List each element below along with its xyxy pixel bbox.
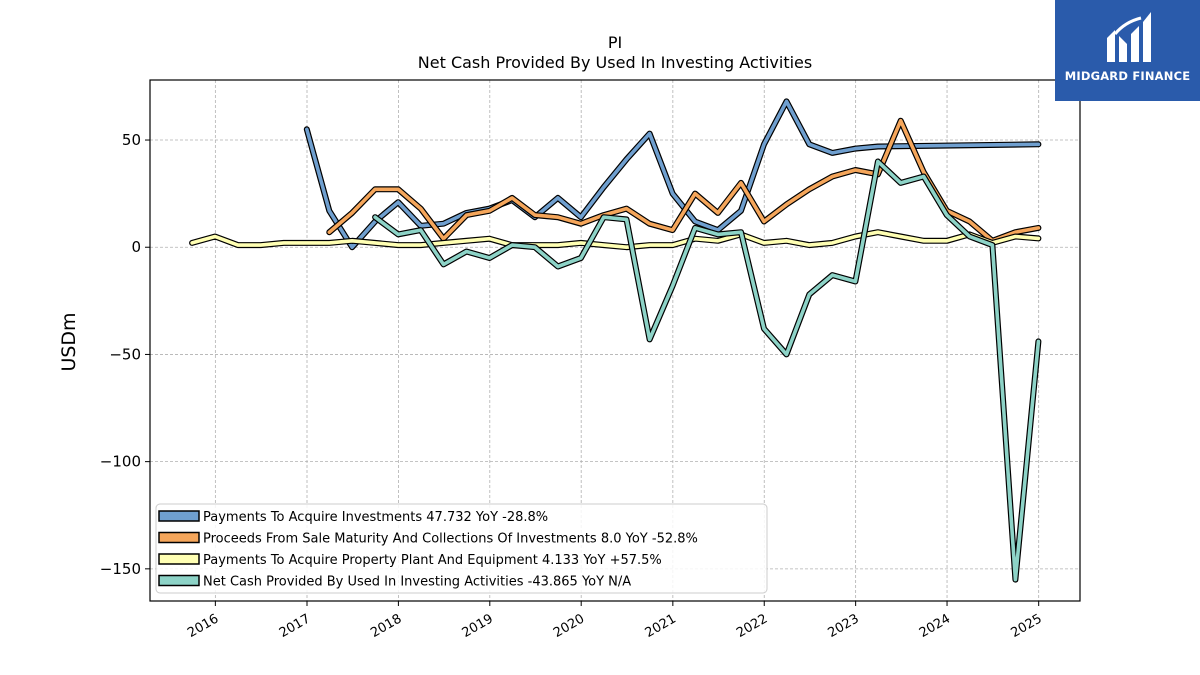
legend: Payments To Acquire Investments 47.732 Y…	[155, 503, 768, 594]
series-4	[372, 158, 1042, 583]
series-2	[326, 117, 1042, 244]
midgard-logo-icon	[1107, 12, 1151, 62]
y-axis-label: USDm	[58, 312, 80, 371]
y-tick-label: −100	[100, 453, 141, 471]
legend-box	[155, 503, 768, 594]
series-line	[327, 118, 1041, 243]
chart-subtitle: Net Cash Provided By Used In Investing A…	[418, 53, 812, 72]
y-tick-label: 0	[131, 238, 141, 256]
legend-label: Payments To Acquire Investments 47.732 Y…	[203, 510, 548, 525]
chart-title: PI	[608, 33, 622, 52]
x-tick-label: 2021	[643, 611, 679, 641]
brand-name: MIDGARD FINANCE	[1064, 69, 1191, 83]
x-tick-label: 2024	[917, 611, 953, 641]
x-tick-label: 2022	[734, 611, 770, 641]
x-tick-label: 2019	[460, 611, 496, 641]
series-3	[189, 229, 1042, 251]
x-tick-label: 2020	[551, 611, 587, 641]
legend-swatch	[158, 574, 200, 587]
x-axis: 2016 2017 2018 2019 2020 2021 2022 2023 2024 2025	[185, 601, 1045, 641]
series-line	[373, 159, 1041, 582]
series-layer	[189, 98, 1042, 583]
legend-swatch	[158, 553, 200, 565]
brand-logo: MIDGARD FINANCE	[1055, 0, 1200, 101]
series-line	[304, 99, 1041, 249]
legend-swatch	[158, 510, 200, 522]
y-tick-label: 50	[122, 131, 141, 149]
legend-label: Payments To Acquire Property Plant And E…	[203, 553, 662, 568]
series-line	[190, 230, 1041, 249]
legend-swatch	[158, 531, 200, 544]
legend-label: Proceeds From Sale Maturity And Collecti…	[203, 532, 698, 547]
x-tick-label: 2025	[1009, 611, 1045, 641]
y-tick-label: −50	[109, 345, 141, 363]
x-tick-label: 2023	[825, 611, 861, 641]
legend-label: Net Cash Provided By Used In Investing A…	[203, 575, 631, 590]
plot-frame	[149, 79, 1081, 602]
x-tick-label: 2018	[368, 611, 404, 641]
y-axis: 50 0 −50 −100 −150	[100, 131, 150, 578]
x-tick-label: 2016	[185, 611, 221, 641]
x-tick-label: 2017	[277, 611, 313, 641]
series-1	[303, 98, 1042, 251]
y-tick-label: −150	[100, 560, 141, 578]
